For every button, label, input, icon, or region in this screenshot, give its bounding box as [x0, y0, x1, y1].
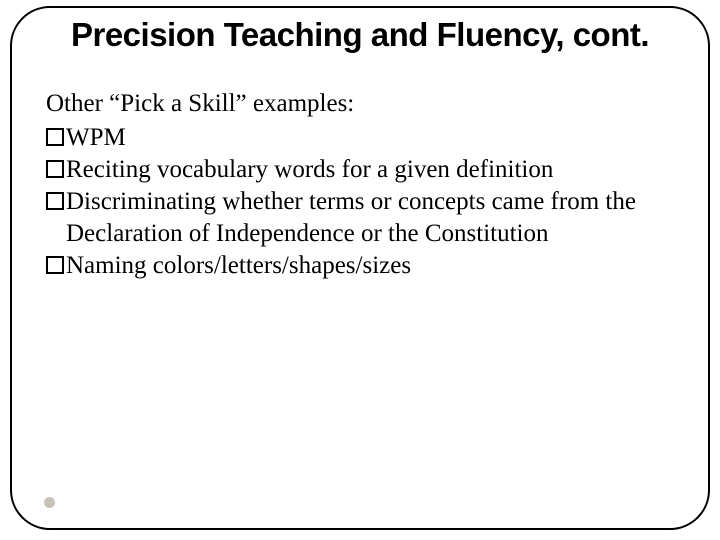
list-item-text: Discriminating whether terms or concepts…	[66, 186, 674, 250]
slide-body: Other “Pick a Skill” examples: WPM Recit…	[46, 88, 674, 282]
slide-title: Precision Teaching and Fluency, cont.	[46, 16, 674, 54]
slide-frame: Precision Teaching and Fluency, cont. Ot…	[10, 6, 710, 530]
intro-line: Other “Pick a Skill” examples:	[46, 88, 674, 120]
checkbox-bullet-icon	[46, 128, 64, 146]
list-item: Naming colors/letters/shapes/sizes	[46, 250, 674, 282]
list-item-text: WPM	[66, 122, 674, 154]
checkbox-bullet-icon	[46, 160, 64, 178]
list-item: Discriminating whether terms or concepts…	[46, 186, 674, 250]
checkbox-bullet-icon	[46, 192, 64, 210]
list-item: WPM	[46, 122, 674, 154]
checkbox-bullet-icon	[46, 256, 64, 274]
list-item-text: Reciting vocabulary words for a given de…	[66, 154, 674, 186]
footer-dot-icon	[44, 497, 55, 508]
list-item: Reciting vocabulary words for a given de…	[46, 154, 674, 186]
list-item-text: Naming colors/letters/shapes/sizes	[66, 250, 674, 282]
